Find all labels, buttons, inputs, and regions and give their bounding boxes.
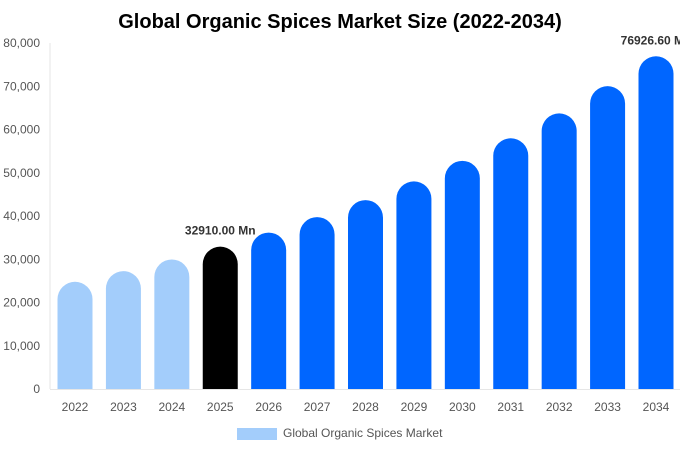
x-tick-label: 2027 — [304, 400, 331, 414]
y-tick-label: 10,000 — [3, 339, 40, 353]
bar-2031 — [493, 138, 529, 389]
bar-2032 — [541, 113, 577, 389]
bar-2027 — [299, 217, 335, 389]
bar-2029 — [396, 181, 432, 389]
bar-2030 — [444, 160, 480, 389]
x-tick-label: 2029 — [401, 400, 428, 414]
y-tick-label: 70,000 — [3, 79, 40, 93]
chart-title: Global Organic Spices Market Size (2022-… — [118, 11, 562, 33]
x-tick-label: 2034 — [643, 400, 670, 414]
legend-swatch — [237, 428, 277, 440]
y-tick-label: 20,000 — [3, 296, 40, 310]
bar-2033 — [590, 86, 626, 390]
x-tick-label: 2031 — [497, 400, 524, 414]
bar-2025 — [202, 246, 238, 389]
bar-2026 — [251, 232, 287, 389]
y-tick-label: 50,000 — [3, 166, 40, 180]
x-tick-label: 2028 — [352, 400, 379, 414]
y-tick-label: 0 — [33, 382, 40, 396]
legend: Global Organic Spices Market — [237, 426, 443, 440]
bar-2023 — [105, 271, 141, 389]
bar-2022 — [57, 281, 93, 389]
x-tick-label: 2022 — [62, 400, 89, 414]
y-tick-label: 40,000 — [3, 209, 40, 223]
bar-2028 — [348, 200, 383, 389]
legend-label: Global Organic Spices Market — [283, 426, 443, 440]
y-tick-label: 30,000 — [3, 252, 40, 266]
bar-2034 — [638, 56, 674, 390]
x-axis: 2022 2023 2024 2025 2026 2027 2028 2029 2030 2031… — [50, 389, 680, 414]
y-tick-label: 80,000 — [3, 36, 40, 50]
data-label-2034: 76926.60 Mn — [621, 33, 680, 47]
x-tick-label: 2023 — [110, 400, 137, 414]
x-tick-label: 2024 — [158, 400, 185, 414]
bar-2024 — [154, 259, 190, 389]
x-tick-label: 2032 — [546, 400, 573, 414]
x-tick-label: 2026 — [255, 400, 282, 414]
data-label-2025: 32910.00 Mn — [185, 224, 256, 238]
x-tick-label: 2033 — [594, 400, 621, 414]
y-tick-label: 60,000 — [3, 123, 40, 137]
y-axis: 0 10,000 20,000 30,000 40,000 50,000 60,000 70,… — [3, 36, 51, 396]
bars: 32910.00 Mn 76926.60 Mn — [57, 33, 680, 390]
x-tick-label: 2030 — [449, 400, 476, 414]
x-tick-label: 2025 — [207, 400, 234, 414]
